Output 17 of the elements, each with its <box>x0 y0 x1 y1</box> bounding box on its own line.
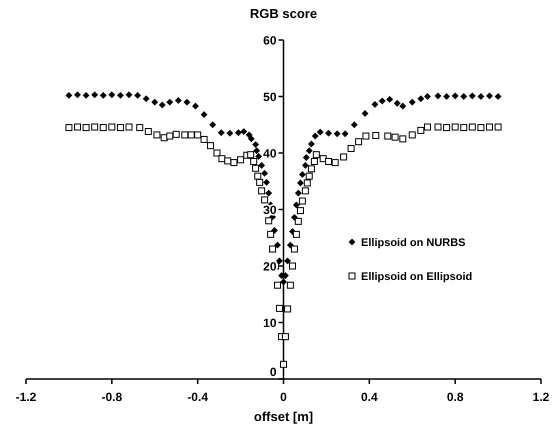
legend-label: Ellipsoid on NURBS <box>361 237 466 249</box>
y-axis-title: RGB score <box>250 6 318 21</box>
y-tick-label: 30 <box>263 203 277 217</box>
x-tick-label: -1.2 <box>16 390 37 404</box>
y-tick-label: 50 <box>263 90 277 104</box>
x-axis-title: offset [m] <box>254 409 314 424</box>
legend-label: Ellipsoid on Ellipsoid <box>361 271 472 283</box>
x-tick-label: -0.4 <box>187 390 208 404</box>
x-tick-label: 0 <box>280 390 288 404</box>
y-tick-label: 60 <box>263 34 277 48</box>
x-tick-label: 1.2 <box>532 390 550 404</box>
y-tick-label: 0 <box>270 365 277 379</box>
x-tick-label: 0.4 <box>360 390 378 404</box>
y-tick-label: 40 <box>263 146 277 160</box>
x-tick-label: 0.8 <box>446 390 464 404</box>
x-tick-label: -0.8 <box>101 390 122 404</box>
y-tick-label: 10 <box>263 316 277 330</box>
